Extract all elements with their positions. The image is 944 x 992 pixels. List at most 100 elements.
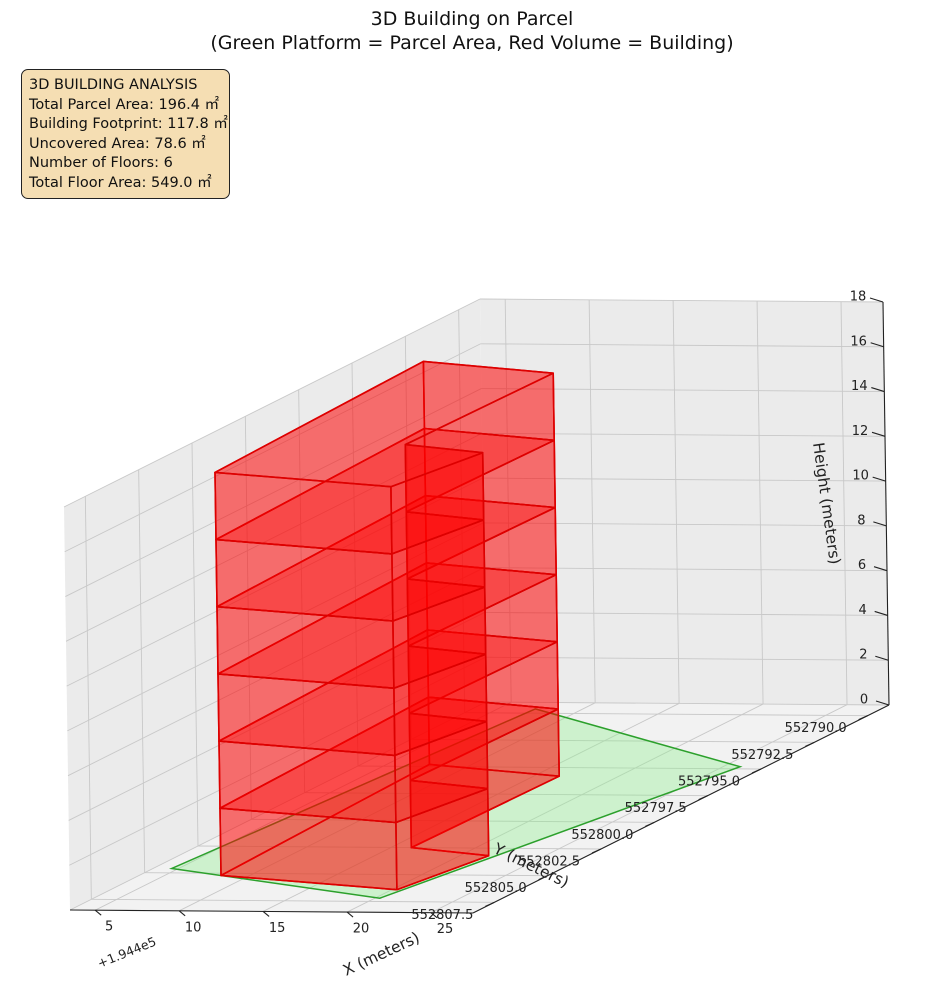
grid-line-z-wall-y (67, 522, 484, 732)
z-tick-label: 8 (857, 513, 865, 528)
info-heading: 3D BUILDING ANALYSIS (29, 77, 198, 93)
info-total-floor-area: Total Floor Area: 549.0 ㎡ (29, 174, 212, 191)
z-tick-label: 2 (859, 648, 867, 663)
y-tick-mark (538, 875, 548, 881)
z-tick-label: 0 (860, 693, 868, 708)
grid-line-x-wall (840, 301, 848, 705)
grid-line-x-wall (672, 300, 680, 704)
z-tick-mark (871, 387, 885, 393)
grid-line-y-wall (244, 416, 252, 820)
z-tick-mark (875, 700, 890, 706)
y-tick-label: 552805.0 (465, 881, 527, 896)
back-pane-x (480, 299, 889, 705)
building-wall-face (214, 471, 393, 555)
x-tick-label: 15 (269, 921, 286, 936)
z-tick-label: 12 (852, 424, 869, 439)
grid-line-z-wall-x (485, 701, 890, 706)
y-tick-label: 552792.5 (731, 748, 793, 763)
y-tick-label: 552797.5 (625, 801, 687, 816)
x-offset-text: +1.944e5 (95, 934, 158, 971)
grid-line-y-wall (458, 309, 466, 713)
grid-line-y-floor (411, 738, 815, 743)
z-tick-mark (873, 521, 887, 527)
x-tick-mark (262, 911, 270, 917)
z-tick-label: 14 (851, 379, 868, 394)
info-number-of-floors: Number of Floors: 6 (29, 155, 173, 172)
z-tick-mark (875, 655, 889, 661)
y-tick-mark (805, 741, 815, 747)
grid-line-x-floor (178, 702, 596, 912)
grid-line-x-floor (430, 704, 848, 914)
z-tick-mark (869, 297, 884, 303)
grid-line-z-wall-y (67, 567, 485, 777)
y-tick-label: 552795.0 (678, 775, 740, 790)
z-tick-label: 16 (850, 334, 867, 349)
grid-line-x-floor (94, 701, 512, 911)
y-tick-mark (751, 768, 762, 774)
z-tick-label: 18 (850, 290, 867, 305)
x-tick-label: 20 (353, 922, 370, 937)
building-layer (214, 360, 561, 891)
grid-line-z-wall-x (481, 388, 885, 393)
z-tick-mark (870, 342, 884, 348)
info-building-footprint: Building Footprint: 117.8 ㎡ (29, 116, 228, 133)
y-tick-mark (858, 715, 868, 721)
z-axis-line (882, 301, 890, 706)
grid-line-z-wall-y (64, 343, 481, 553)
y-tick-mark (485, 901, 495, 907)
z-tick-label: 6 (858, 558, 866, 573)
x-tick-mark (94, 909, 102, 916)
z-tick-mark (873, 566, 888, 572)
y-tick-mark (591, 848, 602, 854)
grid-line-x-floor (346, 703, 764, 913)
x-tick-mark (178, 910, 186, 917)
y-tick-label: 552807.5 (411, 908, 473, 923)
grid-line-z-wall-y (63, 298, 481, 508)
y-tick-label: 552800.0 (571, 828, 633, 843)
grid-line-x-wall (504, 299, 512, 703)
grid-line-z-wall-y (65, 388, 482, 597)
grid-line-z-wall-y (65, 432, 483, 642)
grid-line-y-floor (304, 792, 708, 797)
grid-line-x-wall (588, 299, 596, 703)
grid-line-z-wall-x (483, 522, 887, 527)
grid-line-y-wall (351, 362, 359, 767)
grid-line-z-wall-y (69, 656, 486, 866)
z-tick-mark (872, 476, 886, 482)
chart-title-line-2: (Green Platform = Parcel Area, Red Volum… (210, 32, 734, 54)
grid-line-z-wall-x (484, 611, 888, 616)
grid-line-z-wall-y (69, 701, 487, 911)
x-tick-label: 5 (105, 920, 113, 935)
y-tick-mark (645, 821, 655, 827)
grid-lines (63, 298, 890, 914)
chart-title-line-1: 3D Building on Parcel (370, 8, 574, 30)
grid-line-y-floor (91, 898, 495, 903)
y-tick-label: 552802.5 (518, 855, 580, 870)
grid-line-z-wall-x (479, 298, 884, 303)
y-tick-mark (698, 795, 708, 801)
grid-line-x-wall (756, 301, 764, 705)
z-tick-label: 4 (859, 603, 867, 618)
z-tick-mark (874, 610, 888, 616)
grid-line-y-wall (84, 496, 92, 900)
analysis-info-box: 3D BUILDING ANALYSIS Total Parcel Area: … (21, 69, 230, 199)
grid-line-y-floor (464, 712, 868, 717)
grid-line-y-wall (298, 389, 306, 793)
y-tick-label: 552790.0 (785, 721, 847, 736)
grid-line-x-floor (262, 703, 680, 912)
grid-line-y-wall (138, 469, 146, 873)
floor-pane (70, 702, 889, 913)
parcel-layer (168, 708, 743, 899)
grid-line-y-wall (404, 336, 412, 740)
z-tick-mark (871, 431, 886, 437)
grid-line-z-wall-x (481, 432, 886, 437)
grid-line-y-floor (197, 845, 602, 850)
grid-line-z-wall-x (485, 656, 889, 661)
grid-line-z-wall-x (482, 477, 886, 482)
z-tick-label: 10 (852, 469, 869, 484)
x-axis-line (69, 909, 474, 914)
parcel-platform (168, 708, 743, 899)
x-tick-mark (430, 912, 438, 919)
grid-line-y-wall (191, 442, 199, 847)
